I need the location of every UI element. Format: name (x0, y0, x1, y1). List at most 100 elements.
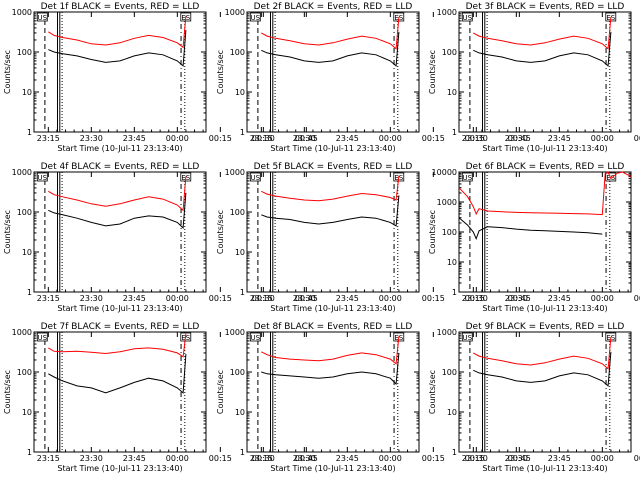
x-tick-label: 23:45 (548, 134, 571, 143)
y-tick-label: 1000 (437, 198, 457, 207)
x-tick-label: 00:00 (379, 134, 402, 143)
x-tick-label: 00:45 (295, 294, 318, 303)
plot-frame (458, 331, 632, 453)
x-tick-label: 00:15 (634, 454, 640, 463)
marker-label: US (251, 14, 261, 22)
x-tick-label: 23:45 (123, 454, 146, 463)
marker-box (36, 172, 48, 182)
plot-frame (246, 11, 420, 133)
x-tick-label: 00:15 (634, 134, 640, 143)
x-tick-label: 00:15 (634, 294, 640, 303)
y-tick-label: 1000 (12, 8, 32, 17)
y-axis-label: Counts/sec (216, 210, 225, 254)
lld-series-line (458, 171, 632, 216)
marker-box (249, 332, 261, 342)
marker-label: US (463, 14, 473, 22)
y-axis-label: Counts/sec (216, 50, 225, 94)
x-tick-label: 00:15 (422, 294, 445, 303)
x-tick-label: 00:00 (591, 294, 614, 303)
plot-frame (33, 331, 207, 453)
x-tick-label: 23:45 (336, 294, 359, 303)
y-tick-label: 1000 (437, 328, 457, 337)
y-tick-label: 1 (27, 288, 32, 297)
marker-box (605, 172, 617, 182)
x-tick-label: 23:30 (80, 134, 103, 143)
y-tick-label: 1 (240, 128, 245, 137)
y-tick-label: 100 (230, 48, 245, 57)
x-tick-label: 00:45 (508, 454, 531, 463)
x-tick-label: 00:30 (465, 454, 488, 463)
x-axis-label: Start Time (10-Jul-11 23:13:40) (482, 304, 607, 313)
y-tick-label: 10 (22, 408, 32, 417)
y-tick-label: 1000 (225, 8, 245, 17)
x-tick-label: 23:45 (548, 294, 571, 303)
y-tick-label: 10 (22, 248, 32, 257)
plot-frame (458, 11, 632, 133)
y-tick-label: 100 (17, 48, 32, 57)
x-tick-label: 00:15 (209, 454, 232, 463)
x-tick-label: 00:30 (465, 134, 488, 143)
marker-label: US (38, 334, 48, 342)
marker-label: US (251, 334, 261, 342)
y-tick-label: 1 (240, 288, 245, 297)
x-tick-label: 00:30 (252, 454, 275, 463)
panel-title: Det 8f BLACK = Events, RED = LLD (254, 322, 413, 332)
x-tick-label: 00:45 (295, 134, 318, 143)
y-axis-label: Counts/sec (428, 210, 437, 254)
marker-label: US (463, 334, 473, 342)
x-tick-label: 23:30 (505, 454, 528, 463)
x-tick-label: 00:30 (252, 134, 275, 143)
y-tick-label: 1 (452, 128, 457, 137)
y-tick-label: 100 (442, 48, 457, 57)
marker-label: ES (181, 334, 190, 342)
y-tick-label: 10 (235, 408, 245, 417)
x-tick-label: 23:30 (80, 294, 103, 303)
y-tick-label: 10 (447, 408, 457, 417)
x-tick-label: 23:15 (250, 454, 273, 463)
x-tick-label: 00:45 (295, 454, 318, 463)
y-tick-label: 10 (447, 88, 457, 97)
events-series-line (261, 352, 400, 386)
lld-series-line (48, 176, 187, 212)
plot-frame (246, 331, 420, 453)
y-axis-label: Counts/sec (428, 370, 437, 414)
x-tick-label: 23:15 (250, 294, 273, 303)
detector-panel-7: Det 7f BLACK = Events, RED = LLD11010010… (3, 322, 318, 473)
y-tick-label: 100 (17, 208, 32, 217)
x-tick-label: 23:15 (462, 294, 485, 303)
panel-title: Det 3f BLACK = Events, RED = LLD (466, 2, 625, 12)
x-tick-label: 00:00 (166, 294, 189, 303)
marker-box (461, 332, 473, 342)
marker-label: US (38, 14, 48, 22)
marker-box (249, 172, 261, 182)
x-tick-label: 23:15 (462, 134, 485, 143)
y-tick-label: 10000 (432, 168, 457, 177)
lld-series-line (473, 336, 612, 370)
panel-title: Det 7f BLACK = Events, RED = LLD (41, 322, 200, 332)
plot-frame (33, 171, 207, 293)
lld-series-line (261, 175, 400, 202)
events-series-line (48, 192, 187, 229)
marker-label: US (463, 174, 473, 182)
y-tick-label: 1 (27, 128, 32, 137)
x-tick-label: 23:45 (123, 134, 146, 143)
detector-panel-3: Det 3f BLACK = Events, RED = LLD 1 10 100 10… (428, 2, 640, 153)
x-tick-label: 00:15 (422, 454, 445, 463)
x-tick-label: 00:30 (252, 294, 275, 303)
marker-box (461, 12, 473, 22)
y-tick-label: 1000 (12, 168, 32, 177)
y-axis-label: Counts/sec (428, 50, 437, 94)
x-tick-label: 00:30 (465, 294, 488, 303)
panel-title: Det 6f BLACK = Events, RED = LLD (466, 162, 625, 172)
x-tick-label: 00:45 (508, 294, 531, 303)
x-tick-label: 00:15 (209, 134, 232, 143)
marker-box (36, 12, 48, 22)
lld-series-line (48, 333, 187, 358)
events-series-line (48, 30, 187, 67)
x-axis-label: Start Time (10-Jul-11 23:13:40) (270, 144, 395, 153)
events-series-line (473, 31, 612, 67)
lld-series-line (261, 336, 400, 365)
y-tick-label: 1000 (225, 168, 245, 177)
y-tick-label: 1 (452, 448, 457, 457)
